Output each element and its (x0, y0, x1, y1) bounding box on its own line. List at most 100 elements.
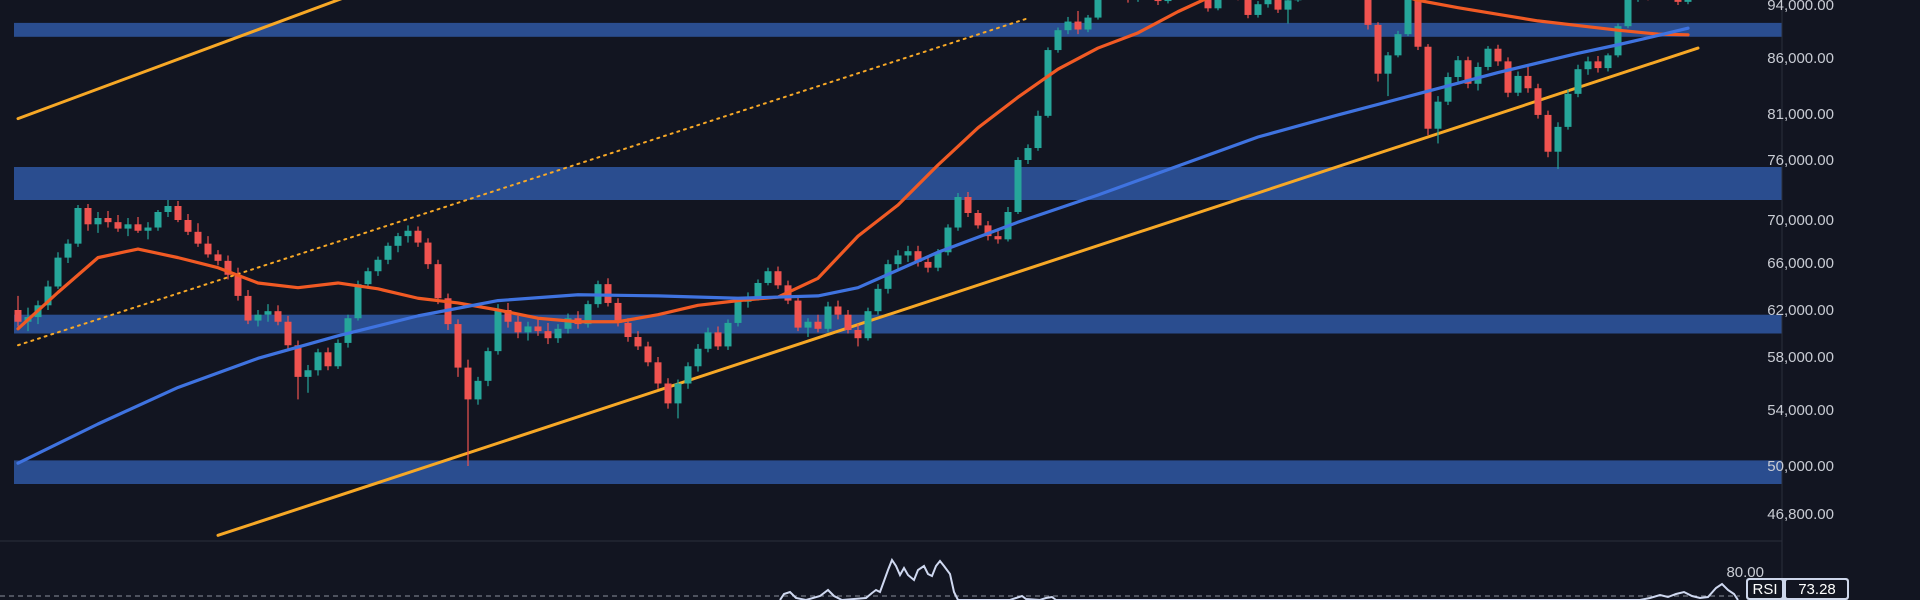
candle-body (754, 282, 762, 299)
rsi-level-label: 80.00 (1726, 564, 1764, 581)
candle-153 (1544, 110, 1552, 158)
candle-body (424, 242, 432, 265)
candle-body (74, 208, 82, 244)
candle-body (944, 227, 952, 253)
candle-body (1384, 55, 1392, 74)
candle-40 (414, 226, 422, 247)
candle-body (1074, 21, 1082, 30)
candle-body (554, 328, 562, 339)
candle-11 (124, 218, 132, 237)
candle-119 (1204, 0, 1212, 12)
candle-147 (1484, 46, 1492, 71)
candle-body (1584, 61, 1592, 70)
candle-41 (424, 238, 432, 269)
candle-body (824, 306, 832, 329)
candle-96 (974, 210, 982, 229)
candle-body (374, 259, 382, 272)
candle-body (94, 218, 102, 225)
candle-body (324, 352, 332, 367)
candle-136 (1374, 22, 1382, 82)
candle-body (1084, 17, 1092, 30)
candle-body (924, 261, 932, 268)
candle-body (1414, 0, 1422, 47)
candle-57 (584, 300, 592, 328)
candle-115 (1164, 0, 1172, 4)
rsi-line (779, 557, 1739, 600)
candle-body (1484, 48, 1492, 67)
candle-107 (1084, 14, 1092, 33)
candle-158 (1594, 56, 1602, 73)
candle-91 (924, 256, 932, 273)
candle-body (254, 314, 262, 321)
candle-body (64, 243, 72, 258)
candle-80 (814, 314, 822, 333)
candle-148 (1494, 44, 1502, 66)
candle-body (904, 251, 912, 256)
moving-averages (16, 0, 1690, 465)
candle-83 (844, 310, 852, 334)
candle-145 (1464, 56, 1472, 89)
candle-body (654, 362, 662, 384)
candle-93 (944, 224, 952, 256)
candle-body (684, 366, 692, 384)
candle-body (404, 230, 412, 237)
candle-62 (634, 331, 642, 350)
candle-body (874, 288, 882, 312)
candle-66 (674, 379, 682, 419)
candle-body (1024, 148, 1032, 160)
candle-81 (824, 301, 832, 333)
candle-21 (224, 255, 232, 280)
candle-body (1254, 4, 1262, 15)
candle-body (814, 321, 822, 329)
candle-body (1494, 48, 1502, 62)
candle-100 (1014, 157, 1022, 214)
candle-body (1544, 114, 1552, 152)
candle-body (794, 300, 802, 328)
candle-body (694, 348, 702, 367)
candle-body (264, 311, 272, 315)
candle-142 (1434, 96, 1442, 144)
candle-151 (1524, 66, 1532, 93)
candle-body (584, 304, 592, 325)
candle-5 (64, 239, 72, 263)
candle-body (284, 321, 292, 346)
candle-body (1054, 30, 1062, 51)
candle-105 (1064, 16, 1072, 35)
rsi-value: 73.28 (1798, 581, 1836, 598)
candle-body (84, 208, 92, 225)
candle-106 (1074, 10, 1082, 35)
candle-body (644, 346, 652, 363)
candle-44 (454, 319, 462, 377)
candle-42 (434, 259, 442, 305)
candle-154 (1554, 122, 1562, 169)
candle-86 (874, 284, 882, 315)
price-axis[interactable]: 94,000.00 86,000.00 81,000.00 76,000.00 70,0… (1767, 0, 1834, 523)
candlesticks (14, 0, 1692, 466)
candle-body (1444, 77, 1452, 102)
candle-body (1564, 93, 1572, 127)
candle-26 (274, 305, 282, 326)
trendlines (16, 0, 1700, 537)
candle-61 (624, 318, 632, 342)
candle-body (1044, 50, 1052, 116)
candle-body (1244, 0, 1252, 15)
candle-31 (324, 347, 332, 371)
candle-102 (1034, 110, 1042, 151)
candle-body (414, 230, 422, 243)
candle-16 (174, 201, 182, 223)
support-resistance-zones (14, 22, 1782, 484)
candle-127 (1284, 0, 1292, 24)
candle-22 (234, 267, 242, 301)
candle-body (234, 274, 242, 296)
candle-30 (314, 348, 322, 376)
candle-body (504, 310, 512, 322)
candle-94 (954, 193, 962, 231)
candle-body (384, 245, 392, 260)
candle-157 (1584, 56, 1592, 75)
candle-167 (1684, 0, 1692, 5)
candle-69 (704, 327, 712, 353)
candle-body (864, 311, 872, 339)
